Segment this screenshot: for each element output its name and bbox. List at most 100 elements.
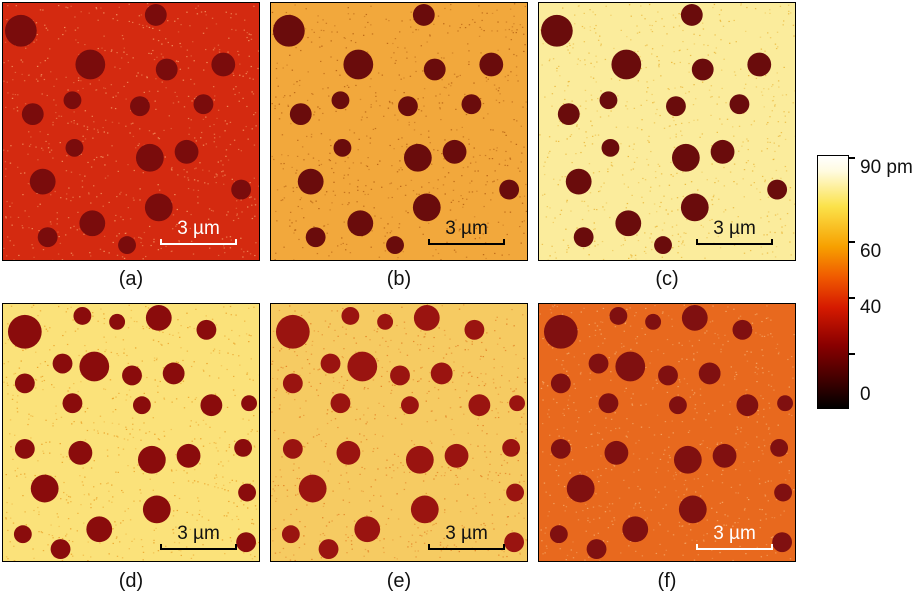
afm-domain-d-18 [234,438,253,457]
scale-bar-c: 3 µm [696,218,773,245]
afm-noise-d [3,304,259,561]
afm-domain-e-5 [320,353,341,374]
scale-bar-a-line [160,243,237,245]
afm-domain-d-10 [62,393,83,414]
afm-domain-f-3 [732,319,753,340]
afm-background-b [271,3,527,260]
afm-domain-f-13 [777,395,794,412]
scale-bar-d-line [160,548,237,550]
scale-bar-d: 3 µm [160,523,237,550]
afm-domain-f-16 [673,445,702,474]
afm-domain-e-0 [275,314,310,349]
afm-domain-e-13 [509,395,526,412]
afm-domain-e-15 [336,440,361,465]
colorbar-label-90: 90 pm [860,157,913,178]
afm-background-d [3,304,259,561]
colorbar-label-0: 0 [860,384,871,405]
afm-domain-a-3 [155,58,178,81]
afm-domain-c-4 [747,52,772,77]
afm-domain-e-20 [506,483,525,502]
afm-domain-a-13 [231,179,252,200]
scale-bar-f-line [696,548,773,550]
afm-domain-f-15 [604,440,629,465]
afm-domain-f-4 [645,313,662,330]
panel-label-b: (b) [386,268,412,290]
afm-domain-e-21 [410,495,439,524]
afm-image-c [538,2,796,261]
afm-domain-f-19 [566,474,595,503]
afm-domain-f-7 [698,362,721,385]
afm-domain-b-5 [331,91,350,110]
afm-background-c [539,3,795,260]
scale-bar-b: 3 µm [428,218,505,245]
afm-image-e [270,303,528,562]
afm-domain-e-12 [468,394,491,417]
afm-domain-c-17 [654,236,672,255]
afm-domain-b-15 [347,210,374,237]
afm-domain-c-3 [691,58,714,81]
afm-domain-d-8 [14,373,35,394]
afm-domain-e-11 [400,396,419,415]
afm-domain-e-6 [347,351,378,382]
afm-domain-c-11 [601,138,620,157]
afm-noise-a [3,3,259,260]
afm-domain-f-14 [550,438,571,459]
afm-domain-f-24 [586,539,607,560]
afm-domain-b-16 [305,227,326,248]
afm-domain-f-12 [736,394,759,417]
afm-domain-c-12 [565,168,592,195]
afm-domain-f-0 [543,314,578,349]
afm-domain-a-0 [4,14,37,47]
afm-image-f [538,303,796,562]
afm-noise-f [539,304,795,561]
afm-domain-e-16 [405,445,434,474]
colorbar-tick-20 [849,353,855,355]
afm-domain-c-13 [767,179,788,200]
afm-domain-f-23 [549,525,568,544]
afm-image-b [270,2,528,261]
afm-domain-d-19 [30,474,59,503]
scale-bar-c-line [696,243,773,245]
afm-domain-d-22 [86,516,113,543]
afm-domain-b-7 [289,103,312,126]
panel-label-a: (a) [118,268,144,290]
afm-domain-b-0 [272,14,305,47]
afm-domain-f-9 [658,365,678,386]
afm-domain-c-6 [729,94,750,115]
afm-domain-f-18 [770,438,789,457]
afm-domain-e-2 [413,304,440,331]
afm-domain-c-2 [611,49,642,80]
afm-domain-f-21 [678,495,707,524]
afm-domain-f-2 [681,304,708,331]
afm-domain-f-17 [712,443,737,468]
afm-domain-b-8 [398,96,418,117]
afm-domain-d-2 [145,304,172,331]
colorbar-label-60: 60 [860,241,882,262]
afm-domain-d-23 [13,525,32,544]
afm-background-e [271,304,527,561]
afm-image-a-canvas [3,3,259,260]
afm-domain-e-7 [430,362,453,385]
afm-domain-b-17 [386,236,404,255]
afm-domain-c-16 [573,227,594,248]
afm-domain-d-20 [238,483,257,502]
afm-domain-c-1 [680,3,703,26]
scale-bar-e-line [428,548,505,550]
afm-domain-f-1 [609,306,628,325]
afm-domain-d-21 [142,495,171,524]
scale-bar-a-text: 3 µm [177,218,220,239]
afm-domain-f-6 [615,351,646,382]
afm-domain-d-12 [200,394,223,417]
afm-domain-d-25 [236,532,257,553]
afm-domain-f-8 [550,373,571,394]
panel-label-e: (e) [386,570,412,592]
afm-domain-e-23 [281,525,300,544]
afm-domain-b-10 [403,143,432,172]
afm-image-d-canvas [3,304,259,561]
afm-domain-b-6 [461,94,482,115]
afm-domain-f-10 [598,393,619,414]
afm-domain-d-13 [241,395,258,412]
scale-bar-a: 3 µm [160,218,237,245]
scale-bar-d-text: 3 µm [177,523,220,544]
afm-domain-b-9 [442,139,467,164]
